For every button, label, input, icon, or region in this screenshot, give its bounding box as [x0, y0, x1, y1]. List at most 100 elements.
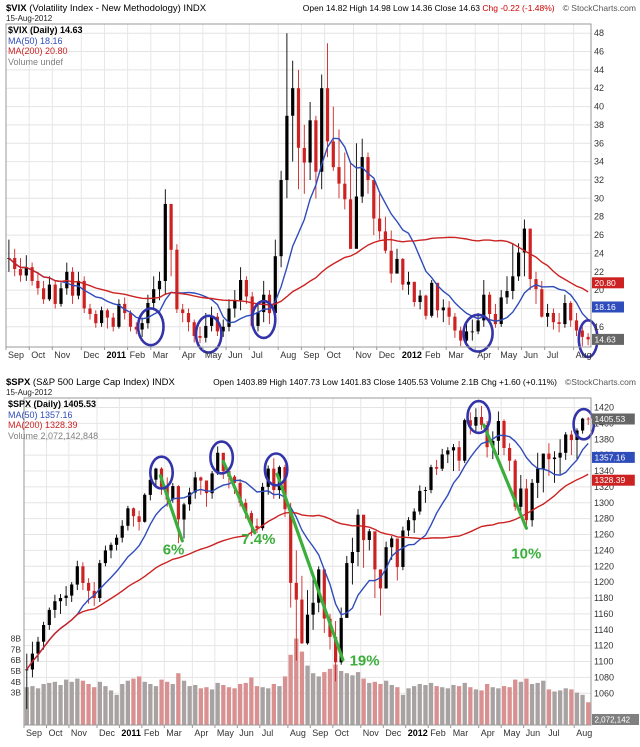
x-axis-month-label: Aug	[280, 350, 296, 360]
spx-ticker: $SPX	[6, 377, 31, 388]
vix-chart-panel: 1618202224262830323436384042444648SepOct…	[5, 3, 636, 360]
x-axis-month-label: Oct	[335, 728, 350, 738]
spx-ohlc-line: Open 1403.89 High 1407.73 Low 1401.83 Cl…	[213, 377, 557, 387]
x-axis-month-label: Jun	[524, 350, 539, 360]
x-axis-month-label: 2011	[107, 350, 127, 360]
spx-chart-panel: 6% 7.4% 19% 10% 1060 1080 1100 1120 1140 1160 1180…	[0, 374, 640, 747]
x-axis-month-label: Dec	[83, 350, 100, 360]
vix-svg-candles	[7, 33, 590, 347]
x-axis-month-label: Sep	[303, 350, 319, 360]
x-axis-month-label: Mar	[166, 728, 182, 738]
spx-symbol-title: $SPX (S&P 500 Large Cap Index) INDX	[6, 377, 175, 388]
vix-ohlc-line: Open 14.82 High 14.98 Low 14.36 Close 14…	[303, 3, 555, 13]
vix-svg-ma50-line	[8, 137, 589, 324]
volume-axis-tick-label: 4B	[11, 677, 22, 687]
y-axis-tick-label: 1100	[594, 657, 613, 667]
y-axis-tick-label: 1260	[594, 530, 614, 540]
x-axis-month-label: May	[217, 728, 235, 738]
spx-svg-annotations: 6% 7.4% 19% 10%	[149, 399, 596, 670]
y-axis-tick-label: 1140	[594, 625, 613, 635]
x-axis-month-label: Apr	[194, 728, 208, 738]
decline-trendline	[158, 474, 184, 543]
x-axis-month-label: Mar	[448, 350, 464, 360]
x-axis-month-label: Jul	[547, 350, 559, 360]
copyright: ©StockCharts.com	[565, 377, 636, 387]
y-axis-tick-label: 1180	[594, 593, 613, 603]
x-axis-month-label: Nov	[71, 728, 88, 738]
x-axis-month-label: Jul	[548, 728, 560, 738]
y-axis-tick-label: 1080	[594, 672, 614, 682]
decline-trendline	[275, 472, 345, 662]
x-axis-month-label: Aug	[290, 728, 306, 738]
y-axis-tick-label: 1240	[594, 545, 614, 555]
highlight-circle	[250, 299, 277, 340]
x-axis-month-label: Apr	[481, 728, 495, 738]
decline-trendline	[221, 459, 257, 535]
y-axis-tick-label: 16	[594, 322, 604, 332]
highlight-circle	[462, 313, 494, 353]
x-axis-month-label: Oct	[327, 350, 342, 360]
x-axis-month-label: Jun	[228, 350, 243, 360]
copyright: © StockCharts.com	[562, 3, 636, 13]
volume-axis-tick-label: 6B	[11, 655, 22, 665]
highlight-circle	[466, 399, 492, 435]
price-value-box-label: 14.63	[595, 334, 617, 344]
y-axis-tick-label: 1120	[594, 641, 613, 651]
x-axis-month-label: Dec	[379, 350, 396, 360]
price-value-box	[592, 333, 624, 345]
volume-axis-tick-label: 8B	[11, 634, 22, 644]
y-axis-tick-label: 32	[594, 175, 604, 185]
y-axis-tick-label: 1340	[594, 466, 614, 476]
x-axis-month-label: Nov	[363, 728, 380, 738]
x-axis-month-label: Dec	[99, 728, 116, 738]
price-value-box	[592, 301, 624, 313]
x-axis-month-label: 2012	[402, 350, 422, 360]
y-axis-tick-label: 1280	[594, 514, 614, 524]
price-value-box-label: 20.80	[595, 278, 617, 288]
price-value-box	[592, 451, 635, 463]
x-axis-month-label: Dec	[385, 728, 402, 738]
y-axis-tick-label: 30	[594, 193, 604, 203]
x-axis-month-label: Sep	[26, 728, 42, 738]
highlight-circle	[209, 440, 235, 475]
decline-trendline	[482, 423, 529, 530]
vix-svg-axes: 1618202224262830323436384042444648SepOct…	[5, 23, 624, 360]
x-axis-month-label: Jul	[262, 728, 274, 738]
spx-ohlc-values: Open 1403.89 High 1407.73 Low 1401.83 Cl…	[213, 377, 479, 387]
y-axis-tick-label: 1300	[594, 498, 614, 508]
x-axis-month-label: Sep	[8, 350, 24, 360]
y-axis-tick-label: 1420	[594, 403, 614, 413]
spx-svg-axes: 1060 1080 1100 1120 1140 1160 1180 1200 1220 1240…	[11, 397, 639, 738]
x-axis-month-label: Apr	[182, 350, 196, 360]
price-value-box-label: 18.16	[595, 302, 617, 312]
vix-plot: 1618202224262830323436384042444648SepOct…	[5, 23, 624, 360]
decline-percent-label: 7.4%	[241, 531, 275, 548]
vix-ticker: $VIX	[6, 3, 27, 14]
x-axis-month-label: 2012	[408, 728, 428, 738]
price-value-box-label: 1405.53	[595, 414, 626, 424]
x-axis-month-label: Sep	[312, 728, 328, 738]
y-axis-tick-label: 1200	[594, 577, 614, 587]
y-axis-tick-label: 24	[594, 248, 604, 258]
vix-ohlc-values: Open 14.82 High 14.98 Low 14.36 Close 14…	[302, 3, 480, 13]
spx-svg-gridlines	[23, 398, 591, 725]
price-value-box	[592, 277, 624, 289]
y-axis-tick-label: 1220	[594, 561, 614, 571]
vix-title-rest: (Volatility Index - New Methodology) IND…	[26, 3, 207, 14]
x-axis-month-label: Aug	[576, 350, 592, 360]
vix-svg-annotations	[136, 299, 599, 359]
x-axis-month-label: Feb	[430, 728, 446, 738]
spx-plot: 6% 7.4% 19% 10% 1060 1080 1100 1120 1140 1160 1180…	[11, 397, 639, 738]
x-axis-month-label: Jun	[239, 728, 254, 738]
x-axis-month-label: Nov	[356, 350, 373, 360]
highlight-circle	[263, 452, 289, 487]
decline-percent-label: 19%	[350, 653, 380, 670]
highlight-circle	[149, 455, 175, 490]
y-axis-tick-label: 22	[594, 267, 604, 277]
y-axis-tick-label: 38	[594, 120, 604, 130]
spx-header: $SPX (S&P 500 Large Cap Index) INDX Open…	[6, 377, 636, 388]
spx-svg-volume-bars	[24, 638, 591, 725]
y-axis-tick-label: 46	[594, 47, 604, 57]
decline-percent-label: 6%	[163, 541, 185, 558]
